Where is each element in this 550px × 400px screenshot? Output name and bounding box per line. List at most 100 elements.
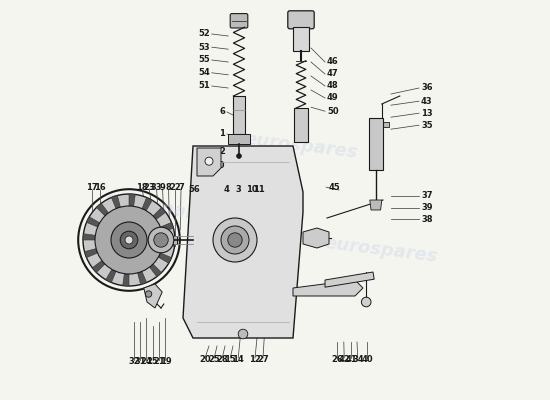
- Polygon shape: [83, 234, 95, 240]
- Text: 40: 40: [361, 356, 373, 364]
- Polygon shape: [153, 208, 166, 220]
- Text: 12: 12: [249, 356, 261, 364]
- Text: 55: 55: [198, 56, 210, 64]
- Text: 11: 11: [253, 186, 265, 194]
- Text: 3: 3: [235, 186, 241, 194]
- Text: 15: 15: [224, 356, 236, 364]
- Text: eurospares: eurospares: [103, 189, 218, 227]
- Text: 19: 19: [160, 358, 171, 366]
- Text: 14: 14: [232, 356, 244, 364]
- Text: 4: 4: [224, 186, 230, 194]
- Text: 42: 42: [338, 356, 350, 364]
- Text: 10: 10: [246, 186, 258, 194]
- Text: 51: 51: [198, 82, 210, 90]
- Bar: [293, 27, 309, 51]
- Text: 28: 28: [216, 356, 228, 364]
- Polygon shape: [293, 280, 363, 296]
- Text: 20: 20: [199, 356, 211, 364]
- Polygon shape: [161, 222, 173, 232]
- Circle shape: [238, 329, 248, 339]
- Circle shape: [236, 154, 241, 158]
- Text: 17: 17: [86, 184, 97, 192]
- Polygon shape: [183, 146, 303, 338]
- Text: 36: 36: [421, 84, 433, 92]
- FancyBboxPatch shape: [288, 11, 314, 29]
- Text: 2: 2: [219, 148, 225, 156]
- Text: 27: 27: [257, 356, 269, 364]
- Bar: [228, 134, 250, 144]
- Text: 8: 8: [166, 184, 172, 192]
- Text: 48: 48: [327, 82, 339, 90]
- Polygon shape: [144, 284, 162, 308]
- Text: 31: 31: [134, 358, 146, 366]
- Text: eurospares: eurospares: [243, 130, 359, 162]
- Text: eurospares: eurospares: [323, 234, 438, 266]
- Polygon shape: [370, 200, 382, 210]
- Polygon shape: [142, 198, 152, 211]
- Text: 24: 24: [140, 358, 152, 366]
- Text: 37: 37: [421, 192, 432, 200]
- Circle shape: [154, 233, 168, 247]
- Text: 30: 30: [213, 162, 225, 170]
- Polygon shape: [112, 196, 120, 208]
- Circle shape: [361, 297, 371, 307]
- Text: 13: 13: [421, 109, 433, 118]
- Bar: [167, 236, 177, 244]
- Text: 25: 25: [147, 358, 158, 366]
- Polygon shape: [150, 264, 162, 277]
- Circle shape: [145, 291, 152, 297]
- Text: 16: 16: [95, 184, 106, 192]
- Polygon shape: [325, 272, 374, 287]
- Text: 32: 32: [128, 358, 140, 366]
- Circle shape: [111, 222, 147, 258]
- Polygon shape: [303, 228, 329, 248]
- FancyBboxPatch shape: [230, 14, 248, 28]
- Polygon shape: [163, 240, 175, 246]
- Text: 45: 45: [328, 183, 340, 192]
- Text: 50: 50: [327, 107, 339, 116]
- Circle shape: [125, 236, 133, 244]
- Polygon shape: [85, 248, 97, 258]
- Text: 23: 23: [144, 184, 155, 192]
- Polygon shape: [86, 217, 100, 227]
- Polygon shape: [96, 203, 108, 216]
- Polygon shape: [106, 269, 116, 282]
- Text: 56: 56: [188, 186, 200, 194]
- Circle shape: [221, 226, 249, 254]
- Text: 54: 54: [198, 68, 210, 77]
- Text: 26: 26: [331, 356, 343, 364]
- Bar: [294, 108, 308, 142]
- Polygon shape: [158, 253, 172, 263]
- Text: 18: 18: [136, 184, 148, 192]
- Circle shape: [228, 233, 242, 247]
- Polygon shape: [92, 260, 105, 272]
- Polygon shape: [123, 274, 129, 286]
- Text: 9: 9: [160, 184, 166, 192]
- Circle shape: [205, 157, 213, 165]
- Text: 46: 46: [327, 58, 339, 66]
- Text: 41: 41: [345, 356, 357, 364]
- Text: 47: 47: [327, 70, 339, 78]
- Text: 39: 39: [421, 204, 432, 212]
- Text: 49: 49: [327, 94, 339, 102]
- Text: 52: 52: [198, 30, 210, 38]
- Text: 25: 25: [208, 356, 220, 364]
- Bar: [233, 96, 245, 134]
- Text: 22: 22: [169, 184, 181, 192]
- Bar: [383, 122, 389, 127]
- Circle shape: [83, 194, 175, 286]
- Circle shape: [120, 231, 138, 249]
- Text: 35: 35: [421, 121, 433, 130]
- Circle shape: [95, 206, 163, 274]
- Text: 34: 34: [352, 356, 364, 364]
- Text: 44: 44: [238, 252, 250, 260]
- Text: 7: 7: [178, 184, 184, 192]
- Circle shape: [213, 218, 257, 262]
- Text: 6: 6: [219, 108, 225, 116]
- Text: 43: 43: [421, 97, 433, 106]
- Circle shape: [148, 227, 174, 253]
- Polygon shape: [138, 272, 147, 284]
- Text: 33: 33: [151, 184, 162, 192]
- Polygon shape: [197, 148, 221, 176]
- Text: 21: 21: [153, 358, 165, 366]
